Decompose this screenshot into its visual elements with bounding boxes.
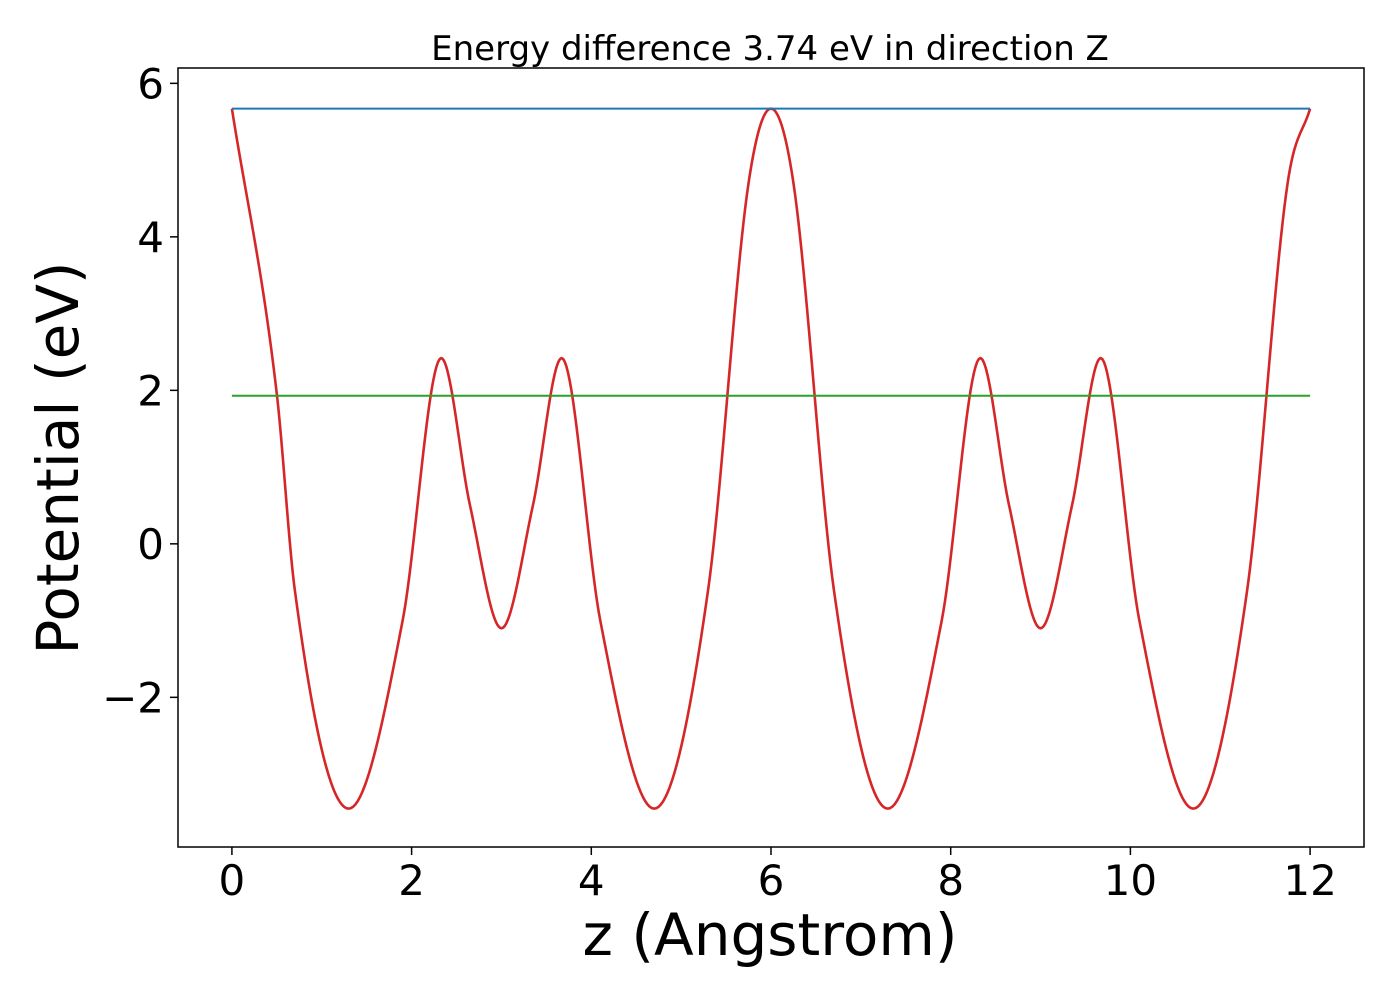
series-potential-curve xyxy=(230,107,1312,810)
x-axis-title: z (Angstrom) xyxy=(583,901,958,969)
y-axis-title: Potential (eV) xyxy=(24,261,92,654)
y-tick-label: 6 xyxy=(137,59,164,108)
y-tick-label: 4 xyxy=(137,213,164,262)
chart-title: Energy difference 3.74 eV in direction Z xyxy=(431,29,1109,69)
y-tick-label: 0 xyxy=(137,520,164,569)
plot-frame xyxy=(177,67,1365,848)
x-tick-label: 12 xyxy=(1283,856,1336,905)
y-axis-ticks: −2 0 2 4 6 xyxy=(102,59,178,722)
x-axis-ticks: 0 2 4 6 8 10 12 xyxy=(219,847,1337,905)
x-tick-label: 6 xyxy=(758,856,785,905)
x-tick-label: 2 xyxy=(398,856,425,905)
y-tick-label: 2 xyxy=(137,366,164,415)
x-tick-label: 8 xyxy=(937,856,964,905)
x-tick-label: 0 xyxy=(219,856,246,905)
series-layer xyxy=(230,107,1312,810)
y-tick-label: −2 xyxy=(102,673,164,722)
x-tick-label: 10 xyxy=(1104,856,1157,905)
x-tick-label: 4 xyxy=(578,856,605,905)
